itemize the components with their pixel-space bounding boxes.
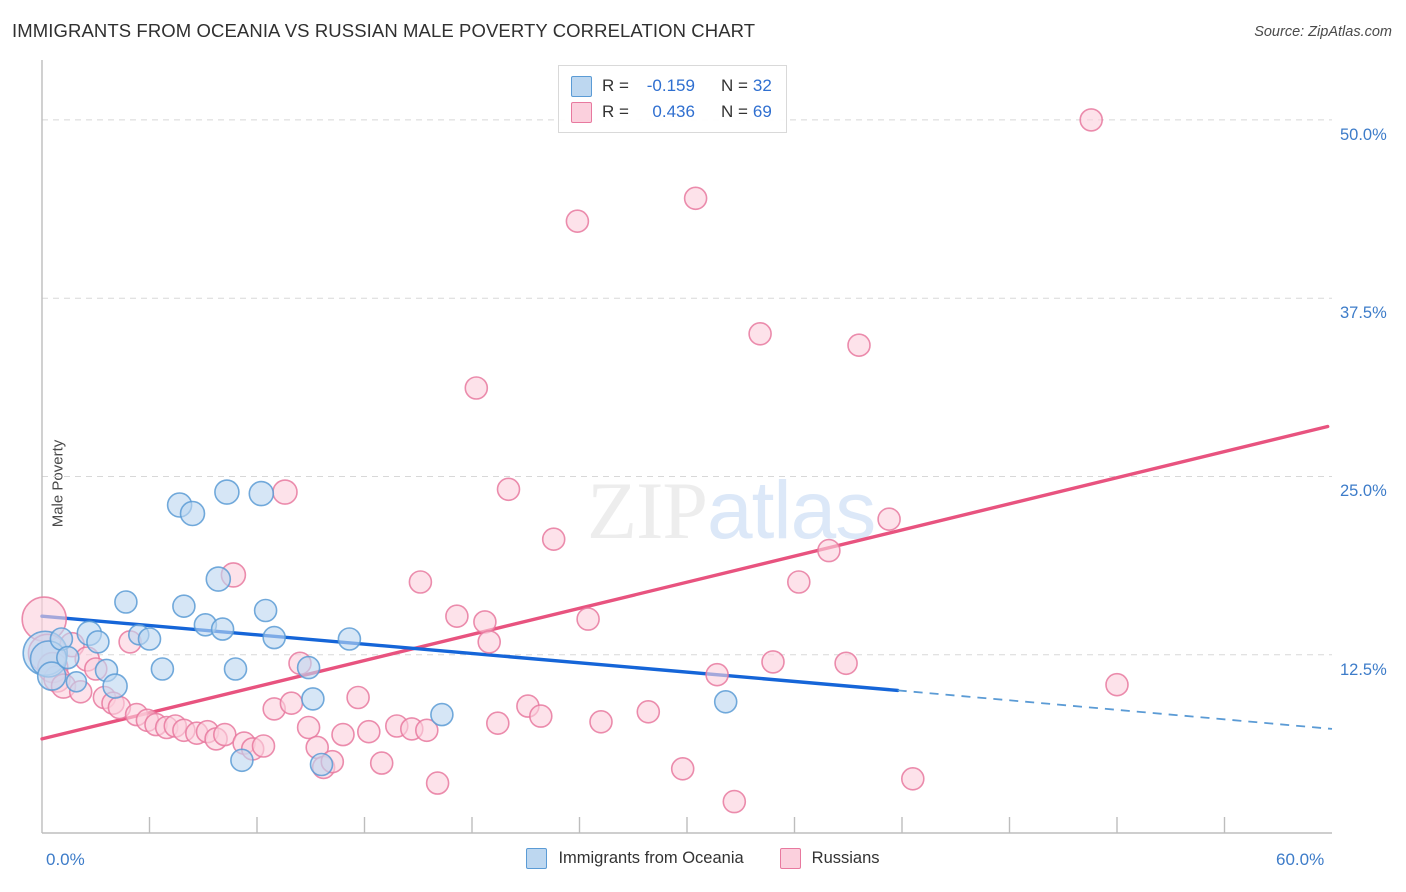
data-point[interactable] <box>541 527 566 552</box>
data-point[interactable] <box>296 655 321 680</box>
data-point[interactable] <box>230 748 254 773</box>
data-point[interactable] <box>55 645 80 670</box>
points-russians <box>21 108 1129 814</box>
data-point[interactable] <box>576 607 600 631</box>
data-point[interactable] <box>817 538 841 563</box>
data-point[interactable] <box>86 630 110 654</box>
trendline-russians <box>40 424 1330 741</box>
data-point[interactable] <box>670 756 695 781</box>
data-point[interactable] <box>309 752 334 777</box>
data-point[interactable] <box>331 722 355 747</box>
data-point[interactable] <box>272 479 298 505</box>
data-point[interactable] <box>485 711 510 736</box>
points-oceania <box>22 479 738 777</box>
data-point[interactable] <box>223 657 248 681</box>
data-point[interactable] <box>464 376 489 400</box>
data-point[interactable] <box>356 719 381 744</box>
data-point[interactable] <box>213 722 237 747</box>
data-point[interactable] <box>477 630 502 654</box>
data-point[interactable] <box>834 651 858 676</box>
y-tick-label: 37.5% <box>1340 304 1387 323</box>
series-label: Russians <box>811 849 880 867</box>
data-point[interactable] <box>210 617 235 641</box>
data-point[interactable] <box>262 625 286 650</box>
n-value: 69 <box>752 102 772 121</box>
data-point[interactable] <box>251 734 276 758</box>
data-point[interactable] <box>713 689 738 714</box>
n-value: 32 <box>752 76 772 95</box>
data-point[interactable] <box>900 766 925 791</box>
data-point[interactable] <box>179 500 206 527</box>
r-value: 0.436 <box>652 102 695 121</box>
data-point[interactable] <box>722 789 747 814</box>
legend-swatch-oceania <box>571 75 592 97</box>
trendline-oceania-extrapolated <box>897 689 1333 730</box>
series-label: Immigrants from Oceania <box>558 849 744 867</box>
data-point[interactable] <box>114 590 138 614</box>
data-point[interactable] <box>761 650 785 674</box>
data-point[interactable] <box>369 751 394 775</box>
x-tick-label-min: 0.0% <box>46 850 85 869</box>
data-point[interactable] <box>150 657 175 681</box>
data-point[interactable] <box>705 662 729 687</box>
y-tick-label: 25.0% <box>1340 482 1387 501</box>
data-point[interactable] <box>430 702 454 727</box>
data-point[interactable] <box>414 718 439 743</box>
data-point[interactable] <box>172 594 196 619</box>
r-value: -0.159 <box>646 76 695 95</box>
data-point[interactable] <box>248 480 275 507</box>
series-swatch-oceania <box>526 848 548 869</box>
data-point[interactable] <box>1079 108 1103 132</box>
scatter-svg <box>21 60 1333 834</box>
n-label: N = <box>720 102 748 121</box>
data-point[interactable] <box>253 598 278 623</box>
data-point[interactable] <box>337 627 362 651</box>
legend-swatch-russians <box>571 101 592 123</box>
data-point[interactable] <box>296 715 321 740</box>
data-point[interactable] <box>36 661 67 691</box>
data-point[interactable] <box>425 771 450 795</box>
y-tick-label: 12.5% <box>1340 660 1387 679</box>
correlation-legend-row: R = 0.436 N = 69 <box>571 99 772 125</box>
plot-area: ZIPatlas <box>21 60 1333 834</box>
series-legend: Immigrants from Oceania Russians <box>0 848 1406 869</box>
data-point[interactable] <box>214 479 240 505</box>
correlation-legend-row: R = -0.159 N = 32 <box>571 73 772 99</box>
data-point[interactable] <box>877 507 901 532</box>
x-tick-label-max: 60.0% <box>1276 850 1325 869</box>
data-point[interactable] <box>1105 672 1129 697</box>
y-tick-label: 50.0% <box>1340 125 1387 144</box>
data-point[interactable] <box>496 477 521 502</box>
data-point[interactable] <box>408 570 433 594</box>
data-point[interactable] <box>847 333 871 358</box>
data-point[interactable] <box>565 209 590 233</box>
data-point[interactable] <box>473 610 497 634</box>
data-point[interactable] <box>528 704 553 728</box>
data-point[interactable] <box>786 570 811 594</box>
data-point[interactable] <box>683 186 708 211</box>
r-label: R = <box>602 76 629 95</box>
data-point[interactable] <box>102 673 128 699</box>
source-attribution: Source: ZipAtlas.com <box>1254 24 1392 40</box>
data-point[interactable] <box>445 604 469 629</box>
page-title: IMMIGRANTS FROM OCEANIA VS RUSSIAN MALE … <box>12 20 756 41</box>
data-point[interactable] <box>137 627 162 651</box>
n-label: N = <box>720 76 748 95</box>
data-point[interactable] <box>748 321 772 346</box>
data-point[interactable] <box>346 685 370 710</box>
legend-item-oceania[interactable]: Immigrants from Oceania <box>526 848 744 869</box>
data-point[interactable] <box>301 687 325 711</box>
legend-item-russians[interactable]: Russians <box>779 848 880 869</box>
trendline-oceania <box>40 614 900 693</box>
data-point[interactable] <box>589 709 613 734</box>
data-point[interactable] <box>65 670 88 693</box>
series-swatch-russians <box>779 848 801 869</box>
data-point[interactable] <box>205 566 232 592</box>
data-point[interactable] <box>279 691 304 716</box>
correlation-legend: R = -0.159 N = 32 R = 0.436 N = 69 <box>558 65 787 133</box>
data-point[interactable] <box>636 699 661 724</box>
r-label: R = <box>602 102 629 121</box>
